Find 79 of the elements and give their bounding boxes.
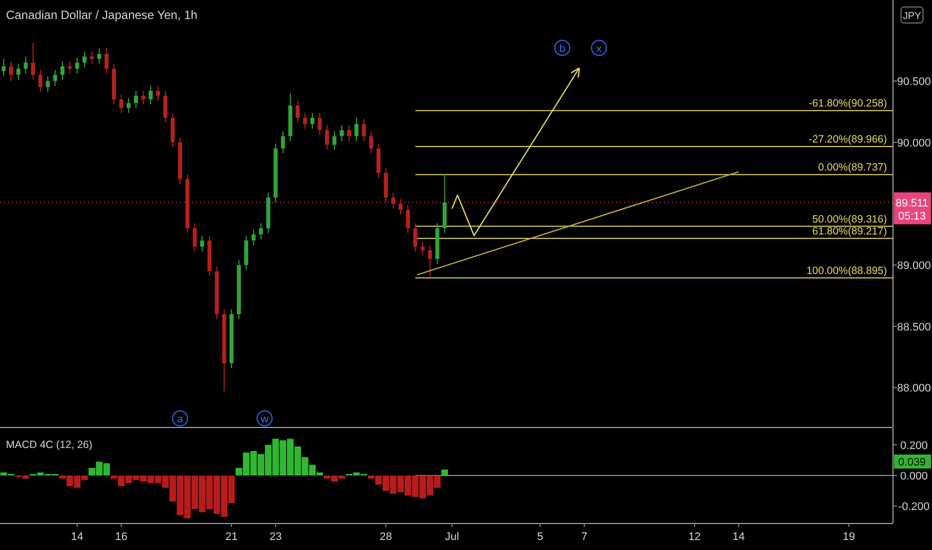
candlestick [296,100,300,124]
candlestick [53,69,58,86]
x-tick-label: Jul [444,531,460,543]
y-tick-label: 88.000 [897,382,931,395]
candlestick [24,56,28,74]
annotation: b [559,42,566,55]
candlestick [428,244,432,278]
ref-line-label: 61.80%(89.217) [812,225,887,238]
x-tick-label: 28 [380,531,392,543]
candlestick [398,198,403,216]
candlestick [340,124,344,142]
ref-line-label: 89.511 [896,197,928,210]
candlestick [134,90,138,108]
candlestick [354,117,358,142]
annotation: x [596,42,602,55]
x-tick-label: 21 [225,531,238,543]
candlestick [126,98,131,114]
candlestick [75,57,80,74]
candlestick [362,118,366,142]
x-tick-label: 19 [842,531,856,543]
text: 05:13 [898,210,926,222]
candlestick [302,112,308,130]
text: MACD 4C (12, 26) [6,439,92,451]
ref-line-label: -27.20%(89.966) [808,134,887,146]
candlestick [391,192,396,210]
candlestick [369,130,374,154]
candlestick [258,222,263,240]
candlestick [148,85,153,105]
y-tick-label: 0.200 [900,440,928,452]
x-tick-label: 7 [581,531,588,543]
y-tick-label: 90.000 [897,137,931,150]
y-tick-label: -0.200 [898,501,930,514]
annotation: a [177,413,184,426]
text: Canadian Dollar / Japanese Yen, 1h [6,8,198,22]
x-tick-label: 12 [688,531,701,543]
ref-line-label: 100.00%(88.895) [806,264,887,277]
candlestick [420,241,425,256]
candlestick [310,112,314,130]
y-tick-label: 88.500 [897,321,931,334]
candlestick [2,58,6,77]
text: JPY [902,11,922,22]
candlestick [200,235,204,252]
bar [441,470,448,476]
candlestick [325,124,330,150]
ref-line-label: 50.00%(89.316) [812,213,887,226]
candlestick [413,222,418,252]
y-tick-label: 89.000 [897,260,931,272]
candlestick [192,222,197,252]
candlestick [46,76,50,93]
candlestick [90,51,94,64]
candlestick [156,85,160,102]
candlestick [97,47,102,64]
candlestick [16,63,20,80]
candlestick [104,47,109,74]
candlestick [82,51,87,68]
candlestick [141,90,146,105]
candlestick [406,204,410,234]
ref-line-label: 0.00%(89.737) [818,162,887,174]
y-tick-label: 90.500 [897,76,931,88]
candlestick [332,130,336,150]
x-tick-label: 16 [115,531,128,543]
candlestick [163,90,168,124]
candlestick [347,124,352,142]
candlestick [31,42,36,80]
candlestick [318,112,322,136]
candlestick [119,94,124,114]
ref-line-label: -61.80%(90.258) [808,98,887,110]
x-tick-label: 5 [537,531,544,543]
candlestick [60,60,64,80]
candlestick [280,130,285,154]
candlestick [38,69,42,93]
candlestick [252,228,256,246]
x-tick-label: 23 [269,531,282,543]
y-tick-label: 0.000 [900,470,928,482]
annotation: w [260,413,269,426]
x-tick-label: 14 [732,531,745,543]
x-tick-label: 14 [71,531,84,543]
candlestick [9,60,14,82]
text: 0.039 [898,456,926,469]
